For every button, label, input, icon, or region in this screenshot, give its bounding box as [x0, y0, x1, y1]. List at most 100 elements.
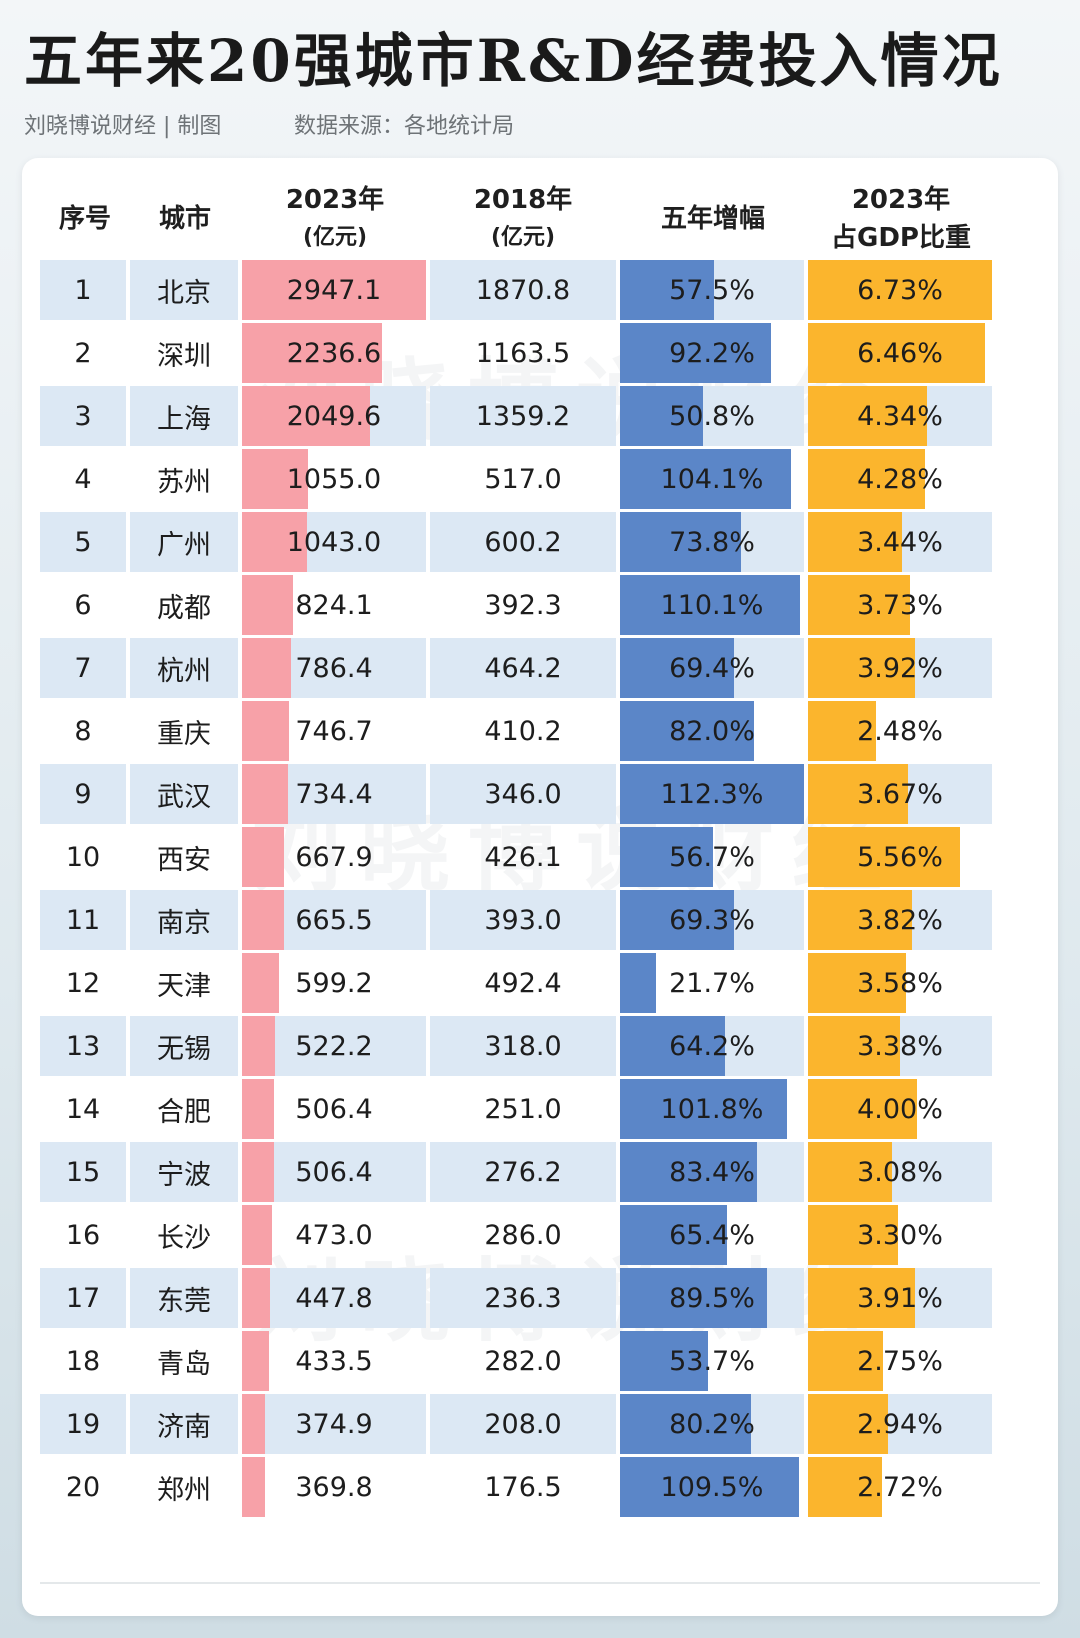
cell-value: 369.8	[295, 1471, 373, 1503]
bar-growth	[620, 1016, 726, 1076]
bar-growth	[620, 764, 804, 824]
cell-value: 8	[74, 715, 92, 747]
source-text: 数据来源：各地统计局	[294, 114, 515, 139]
table-cell-growth: 21.7%	[620, 953, 804, 1013]
table-cell-rank: 16	[40, 1205, 126, 1265]
cell-value: 武汉	[157, 781, 211, 813]
table-cell-ratio: 3.44%	[808, 512, 992, 572]
cell-value: 北京	[157, 277, 211, 309]
bar-rd2023	[242, 827, 284, 887]
bar-ratio	[808, 638, 916, 698]
table-cell-growth: 80.2%	[620, 1394, 804, 1454]
cell-value: 208.0	[484, 1408, 562, 1440]
cell-value: 176.5	[484, 1471, 562, 1503]
bar-rd2023	[242, 512, 308, 572]
cell-value: 2.72%	[857, 1471, 943, 1503]
cell-value: 11	[65, 904, 101, 936]
cell-value: 69.3%	[669, 904, 755, 936]
cell-value: 14	[65, 1093, 101, 1125]
bar-ratio	[808, 764, 909, 824]
table-cell-rd2018: 426.1	[430, 827, 616, 887]
table-cell-rd2018: 208.0	[430, 1394, 616, 1454]
table-cell-rank: 17	[40, 1268, 126, 1328]
header-sublabel: 占GDP比重	[831, 223, 971, 253]
bar-ratio	[808, 1205, 899, 1265]
table-cell-city: 合肥	[130, 1079, 238, 1139]
cell-value: 112.3%	[660, 778, 764, 810]
cell-value: 2236.6	[286, 337, 382, 369]
bar-ratio	[808, 1142, 893, 1202]
cell-value: 济南	[157, 1411, 211, 1443]
table-cell-rd2023: 522.2	[242, 1016, 426, 1076]
cell-value: 2.94%	[857, 1408, 943, 1440]
header-label: 五年增幅	[660, 204, 765, 234]
cell-value: 104.1%	[660, 463, 764, 495]
cell-value: 杭州	[157, 655, 211, 687]
cell-value: 1870.8	[475, 274, 571, 306]
cell-value: 西安	[157, 844, 211, 876]
table-cell-rd2018: 410.2	[430, 701, 616, 761]
bar-growth	[620, 512, 741, 572]
table-cell-growth: 82.0%	[620, 701, 804, 761]
credit-text: 刘晓博说财经 | 制图	[24, 114, 222, 139]
bar-ratio	[808, 1016, 901, 1076]
bar-ratio	[808, 827, 960, 887]
table-cell-rd2023: 2236.6	[242, 323, 426, 383]
table-cell-rd2023: 665.5	[242, 890, 426, 950]
cell-value: 4.28%	[857, 463, 943, 495]
header-sublabel: (亿元)	[302, 225, 368, 250]
table-cell-rank: 20	[40, 1457, 126, 1517]
cell-value: 2947.1	[286, 274, 382, 306]
bar-ratio	[808, 1394, 889, 1454]
table-cell-ratio: 3.91%	[808, 1268, 992, 1328]
bar-growth	[620, 1079, 787, 1139]
table-cell-rd2023: 1043.0	[242, 512, 426, 572]
cell-value: 236.3	[484, 1282, 562, 1314]
table-cell-growth: 50.8%	[620, 386, 804, 446]
table-cell-city: 天津	[130, 953, 238, 1013]
bar-rd2023	[242, 449, 308, 509]
bar-growth	[620, 1268, 767, 1328]
table-cell-city: 广州	[130, 512, 238, 572]
table-cell-rd2023: 506.4	[242, 1079, 426, 1139]
table-cell-city: 重庆	[130, 701, 238, 761]
cell-value: 19	[65, 1408, 101, 1440]
cell-value: 286.0	[484, 1219, 562, 1251]
cell-value: 2	[74, 337, 92, 369]
table-cell-city: 深圳	[130, 323, 238, 383]
header-label: 2018年	[473, 185, 573, 215]
table-cell-rd2023: 786.4	[242, 638, 426, 698]
cell-value: 3.91%	[857, 1282, 943, 1314]
bar-rd2023	[242, 1457, 266, 1517]
cell-value: 郑州	[157, 1474, 211, 1506]
bar-growth	[620, 827, 713, 887]
table-cell-growth: 101.8%	[620, 1079, 804, 1139]
bar-rd2023	[242, 1268, 270, 1328]
cell-value: 3.08%	[857, 1156, 943, 1188]
header-label: 序号	[58, 204, 111, 234]
cell-value: 4	[74, 463, 92, 495]
cell-value: 69.4%	[669, 652, 755, 684]
table-cell-growth: 110.1%	[620, 575, 804, 635]
header-rank: 序号	[0, 178, 180, 260]
bar-rd2023	[242, 1142, 274, 1202]
cell-value: 南京	[157, 907, 211, 939]
bar-rd2023	[242, 1079, 274, 1139]
table-cell-rd2018: 276.2	[430, 1142, 616, 1202]
table-cell-rank: 18	[40, 1331, 126, 1391]
cell-value: 53.7%	[669, 1345, 755, 1377]
cell-value: 56.7%	[669, 841, 755, 873]
bar-growth	[620, 260, 715, 320]
cell-value: 101.8%	[660, 1093, 764, 1125]
table-cell-city: 长沙	[130, 1205, 238, 1265]
table-cell-city: 北京	[130, 260, 238, 320]
table-cell-rank: 9	[40, 764, 126, 824]
table-cell-rd2023: 473.0	[242, 1205, 426, 1265]
table-cell-city: 杭州	[130, 638, 238, 698]
cell-value: 522.2	[295, 1030, 373, 1062]
cell-value: 5	[74, 526, 92, 558]
cell-value: 393.0	[484, 904, 562, 936]
cell-value: 广州	[157, 529, 211, 561]
bar-growth	[620, 1205, 728, 1265]
cell-value: 426.1	[484, 841, 562, 873]
